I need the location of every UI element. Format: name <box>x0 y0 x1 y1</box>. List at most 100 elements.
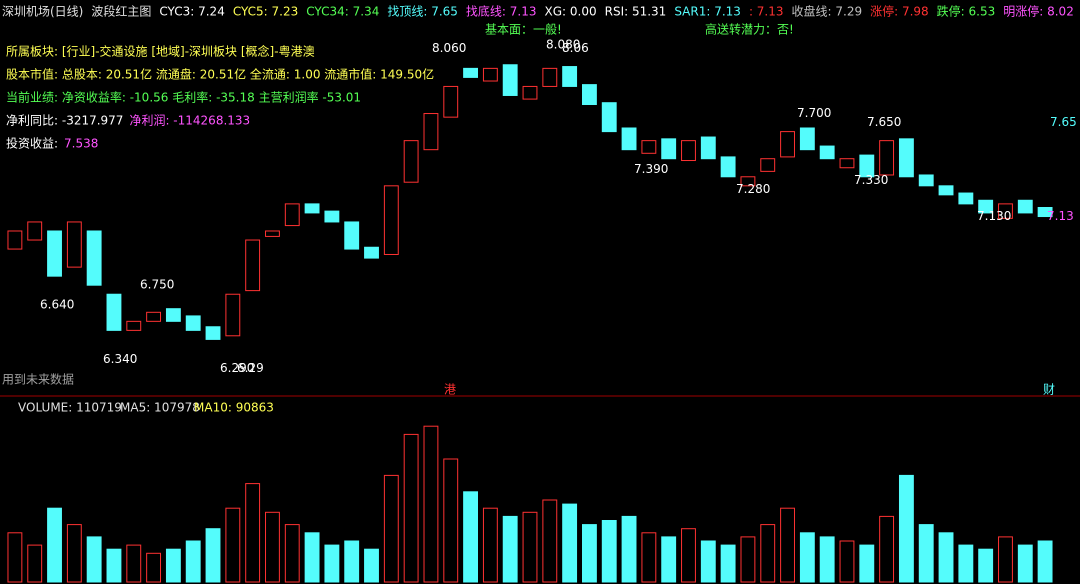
candle <box>106 293 122 331</box>
candle <box>86 230 102 286</box>
candle <box>859 154 875 178</box>
volume-bar <box>47 507 62 583</box>
volume-bar <box>1037 540 1053 583</box>
candle <box>1037 207 1053 218</box>
candle <box>720 156 736 178</box>
volume-bar <box>304 532 320 583</box>
header-item: CYC5: 7.23 <box>233 5 298 19</box>
candle <box>898 138 914 178</box>
candle <box>27 221 43 241</box>
volume-bar <box>185 540 201 583</box>
future-note: 用到未来数据 <box>2 372 74 387</box>
volume-bar <box>225 507 241 583</box>
candle <box>621 127 637 151</box>
volume-bar <box>681 528 696 583</box>
candle <box>700 136 716 160</box>
price-annotation: 7.700 <box>797 106 831 120</box>
candle <box>126 320 142 331</box>
volume-bar <box>978 548 994 583</box>
volume-bar <box>383 474 399 583</box>
candle <box>482 67 498 82</box>
candle <box>245 239 261 292</box>
info-text: 当前业绩: 净资收益率: -10.56 毛利率: -35.18 主营利润率 -5… <box>6 90 361 105</box>
price-annotation: 7.650 <box>867 115 901 129</box>
volume-bar <box>364 548 379 583</box>
candle <box>879 140 895 176</box>
volume-bar <box>898 474 914 583</box>
volume-bar <box>265 511 280 583</box>
volume-bar <box>582 524 597 583</box>
header-item: RSI: 51.31 <box>605 5 667 19</box>
price-annotation: 8.060 <box>432 41 466 55</box>
volume-bar <box>938 532 954 583</box>
candle <box>364 246 379 259</box>
header-item: SAR1: 7.13 <box>674 5 741 19</box>
volume-bar <box>106 548 122 583</box>
candle <box>681 140 696 162</box>
candle <box>443 85 459 118</box>
header-item: 找顶线: 7.65 <box>387 5 458 19</box>
price-annotation: 8.06 <box>562 41 589 55</box>
volume-bar <box>463 491 479 583</box>
volume-bar <box>859 544 875 583</box>
candle <box>146 311 162 322</box>
header-item: 跌停: 6.53 <box>937 4 996 19</box>
candle <box>978 199 994 214</box>
candle <box>998 203 1013 219</box>
candle <box>47 230 62 277</box>
volume-bar <box>443 458 459 583</box>
mark-right: 财 <box>1043 383 1055 397</box>
info-text: 投资收益: <box>6 136 58 151</box>
volume-bar <box>661 536 677 583</box>
volume-bar <box>879 515 895 583</box>
volume-bar <box>245 483 261 583</box>
header-item: 深圳机场(日线) <box>2 5 83 19</box>
price-annotation: 6.640 <box>40 298 74 312</box>
ma10-title: MA10: 90863 <box>194 401 274 415</box>
candle <box>185 315 201 331</box>
header-item: CYC34: 7.34 <box>306 5 379 19</box>
volume-bar <box>601 520 617 583</box>
volume-bar <box>284 524 300 583</box>
candle <box>740 176 756 187</box>
candle <box>760 158 776 172</box>
candle <box>165 308 181 322</box>
price-annotation: 6.750 <box>140 278 174 292</box>
potential-note: 高送转潜力：否! <box>705 22 794 37</box>
candle <box>502 64 518 96</box>
candle <box>463 67 479 78</box>
candle <box>819 145 835 160</box>
candle <box>799 127 815 151</box>
candle <box>403 140 419 183</box>
candle <box>324 210 340 223</box>
header-item: XG: 0.00 <box>545 5 597 19</box>
volume-bar <box>799 532 815 583</box>
candle <box>7 230 23 250</box>
candle <box>542 67 558 87</box>
price-annotation: 6.340 <box>103 352 137 366</box>
candle <box>344 221 360 250</box>
price-annotation: 7.280 <box>736 182 770 196</box>
volume-bar <box>700 540 716 583</box>
candle <box>958 192 974 205</box>
volume-bar <box>324 544 340 583</box>
candle <box>284 203 300 227</box>
candle <box>562 66 578 87</box>
volume-bar <box>86 536 102 583</box>
volume-bar <box>423 425 439 583</box>
volume-bar <box>562 503 578 583</box>
volume-bar <box>522 511 538 583</box>
volume-bar <box>780 507 795 583</box>
price-annotation: 7.65 <box>1050 115 1077 129</box>
header-item: 收盘线: 7.29 <box>792 4 863 19</box>
volume-bar <box>740 536 756 583</box>
volume-bar <box>1017 544 1033 583</box>
price-annotation: 6.29 <box>237 361 264 375</box>
volume-bar <box>998 536 1013 583</box>
candle <box>918 174 934 187</box>
price-annotation: 7.13 <box>1047 209 1074 223</box>
volume-bar <box>205 528 221 583</box>
header-item: 找底线: 7.13 <box>466 4 537 19</box>
